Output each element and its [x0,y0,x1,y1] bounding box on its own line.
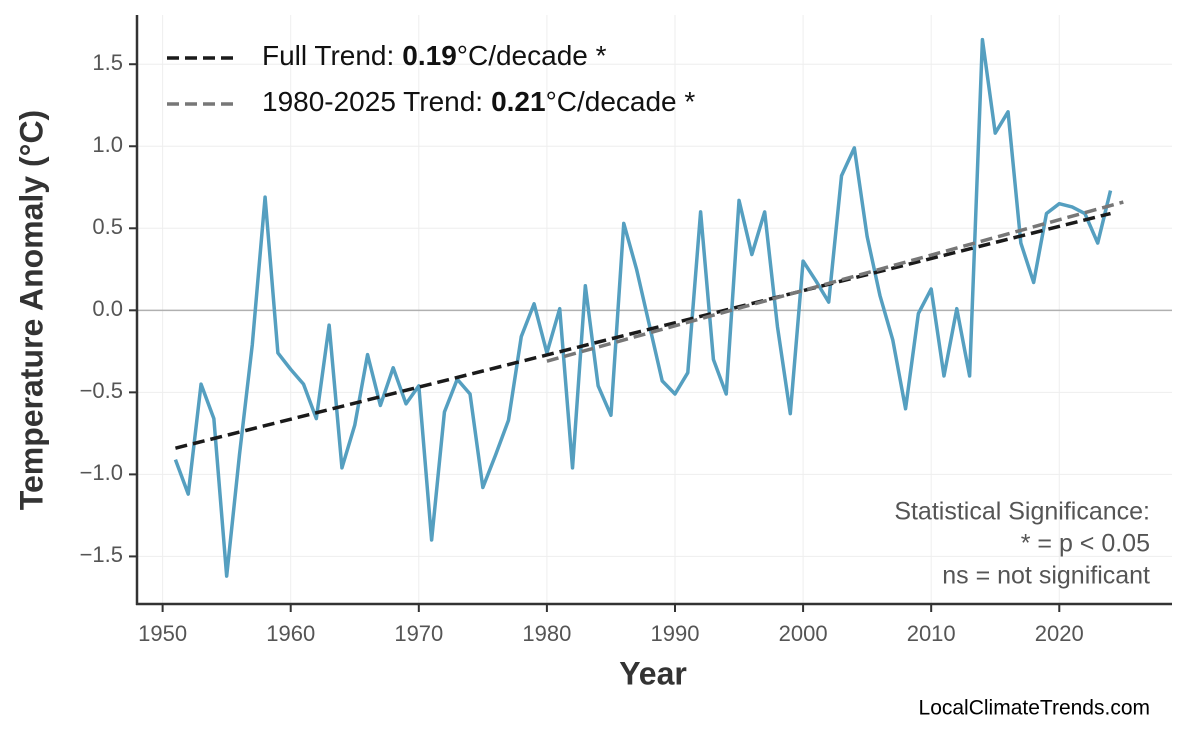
y-tick-label: 0.0 [92,296,123,321]
legend-unit: °C/decade * [457,40,607,71]
legend-name: Full Trend: [262,40,394,71]
legend-label: 1980-2025 Trend: 0.21°C/decade * [262,86,695,117]
annotation: Statistical Significance: [894,498,1150,526]
y-tick-label: 1.5 [92,50,123,75]
y-axis-title: Temperature Anomaly (°C) [13,110,49,510]
x-tick-label: 1970 [394,621,443,646]
x-tick-label: 1990 [651,621,700,646]
legend-slope: 0.19 [402,40,457,71]
trend-line [546,200,1124,363]
y-tick-label: −0.5 [80,378,123,403]
x-tick-label: 1950 [138,621,187,646]
x-tick-label: 1980 [522,621,571,646]
data-line [173,37,1113,578]
annotation: ns = not significant [942,562,1150,590]
y-tick-label: −1.0 [80,460,123,485]
annotation: * = p < 0.05 [1021,530,1150,558]
legend-name: 1980-2025 Trend: [262,86,483,117]
legend-unit: °C/decade * [546,86,696,117]
source: LocalClimateTrends.com [919,697,1150,720]
y-tick-label: 1.0 [92,132,123,157]
legend-label: Full Trend: 0.19°C/decade * [262,40,607,71]
trend-line [175,211,1111,450]
x-tick-label: 2020 [1035,621,1084,646]
x-tick-label: 2010 [907,621,956,646]
x-tick-label: 1960 [266,621,315,646]
y-tick-label: −1.5 [80,542,123,567]
x-axis-title: Year [619,655,687,691]
legend-slope: 0.21 [491,86,546,117]
x-tick-label: 2000 [779,621,828,646]
y-tick-label: 0.5 [92,214,123,239]
